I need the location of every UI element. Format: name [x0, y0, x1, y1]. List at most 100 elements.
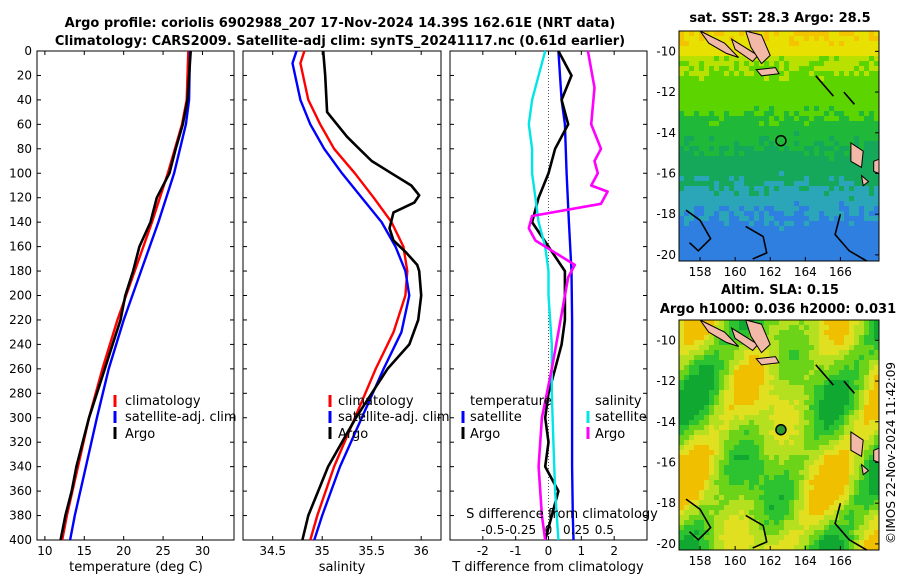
heatmap-cell — [849, 251, 855, 257]
heatmap-cell — [704, 440, 710, 446]
heatmap-cell — [864, 440, 870, 446]
heatmap-cell — [789, 116, 795, 122]
heatmap-cell — [759, 475, 765, 481]
heatmap-cell — [849, 41, 855, 47]
heatmap-cell — [724, 435, 730, 441]
heatmap-cell — [799, 375, 805, 381]
heatmap-cell — [684, 146, 690, 152]
heatmap-cell — [814, 380, 820, 386]
heatmap-cell — [814, 355, 820, 361]
heatmap-cell — [719, 325, 725, 331]
heatmap-cell — [749, 221, 755, 227]
heatmap-cell — [739, 126, 745, 132]
heatmap-cell — [844, 470, 850, 476]
heatmap-cell — [829, 231, 835, 237]
heatmap-cell — [694, 365, 700, 371]
heatmap-cell — [759, 131, 765, 137]
heatmap-cell — [784, 485, 790, 491]
heatmap-cell — [734, 440, 740, 446]
heatmap-cell — [819, 36, 825, 42]
heatmap-cell — [754, 495, 760, 501]
heatmap-cell — [794, 410, 800, 416]
heatmap-cell — [824, 61, 830, 67]
heatmap-cell — [714, 211, 720, 217]
heatmap-cell — [709, 345, 715, 351]
heatmap-cell — [849, 206, 855, 212]
heatmap-cell — [864, 540, 870, 546]
heatmap-cell — [694, 390, 700, 396]
heatmap-cell — [689, 111, 695, 117]
heatmap-cell — [739, 480, 745, 486]
heatmap-cell — [779, 470, 785, 476]
heatmap-cell — [859, 505, 865, 511]
heatmap-cell — [854, 495, 860, 501]
heatmap-cell — [714, 410, 720, 416]
temperature-legend: climatology satellite-adj. clim Argo — [113, 394, 237, 442]
heatmap-cell — [689, 56, 695, 62]
heatmap-cell — [789, 345, 795, 351]
heatmap-cell — [849, 455, 855, 461]
heatmap-cell — [709, 136, 715, 142]
heatmap-cell — [704, 201, 710, 207]
heatmap-cell — [699, 545, 705, 551]
heatmap-cell — [769, 480, 775, 486]
heatmap-cell — [809, 545, 815, 551]
heatmap-cell — [714, 450, 720, 456]
heatmap-cell — [704, 510, 710, 516]
heatmap-cell — [814, 66, 820, 72]
heatmap-cell — [724, 211, 730, 217]
heatmap-cell — [834, 390, 840, 396]
heatmap-cell — [824, 81, 830, 87]
heatmap-cell — [809, 241, 815, 247]
heatmap-cell — [784, 425, 790, 431]
heatmap-cell — [874, 490, 880, 496]
heatmap-cell — [849, 415, 855, 421]
heatmap-cell — [749, 430, 755, 436]
heatmap-cell — [814, 545, 820, 551]
heatmap-cell — [704, 515, 710, 521]
heatmap-cell — [734, 340, 740, 346]
heatmap-cell — [794, 156, 800, 162]
heatmap-cell — [694, 435, 700, 441]
heatmap-cell — [829, 415, 835, 421]
x-tick-label: 36 — [414, 544, 429, 558]
heatmap-cell — [699, 181, 705, 187]
heatmap-cell — [679, 181, 685, 187]
heatmap-cell — [799, 445, 805, 451]
heatmap-cell — [709, 171, 715, 177]
heatmap-cell — [854, 430, 860, 436]
heatmap-cell — [714, 81, 720, 87]
heatmap-cell — [849, 425, 855, 431]
heatmap-cell — [864, 435, 870, 441]
heatmap-cell — [859, 355, 865, 361]
heatmap-cell — [694, 345, 700, 351]
heatmap-cell — [774, 545, 780, 551]
heatmap-cell — [849, 375, 855, 381]
heatmap-cell — [829, 375, 835, 381]
heatmap-cell — [704, 131, 710, 137]
heatmap-cell — [719, 211, 725, 217]
heatmap-cell — [749, 485, 755, 491]
heatmap-cell — [679, 455, 685, 461]
heatmap-cell — [729, 395, 735, 401]
heatmap-cell — [769, 520, 775, 526]
heatmap-cell — [784, 540, 790, 546]
map-y-tick-label: -12 — [656, 374, 676, 388]
heatmap-cell — [829, 440, 835, 446]
heatmap-cell — [839, 216, 845, 222]
heatmap-cell — [779, 106, 785, 112]
heatmap-cell — [874, 500, 880, 506]
series-satellite-adj-clim — [291, 50, 411, 541]
heatmap-cell — [734, 365, 740, 371]
heatmap-cell — [734, 380, 740, 386]
heatmap-cell — [779, 66, 785, 72]
heatmap-cell — [839, 320, 845, 326]
heatmap-cell — [819, 231, 825, 237]
heatmap-cell — [729, 71, 735, 77]
heatmap-cell — [734, 101, 740, 107]
heatmap-cell — [774, 121, 780, 127]
heatmap-cell — [789, 390, 795, 396]
heatmap-cell — [714, 196, 720, 202]
heatmap-cell — [734, 375, 740, 381]
heatmap-cell — [684, 530, 690, 536]
